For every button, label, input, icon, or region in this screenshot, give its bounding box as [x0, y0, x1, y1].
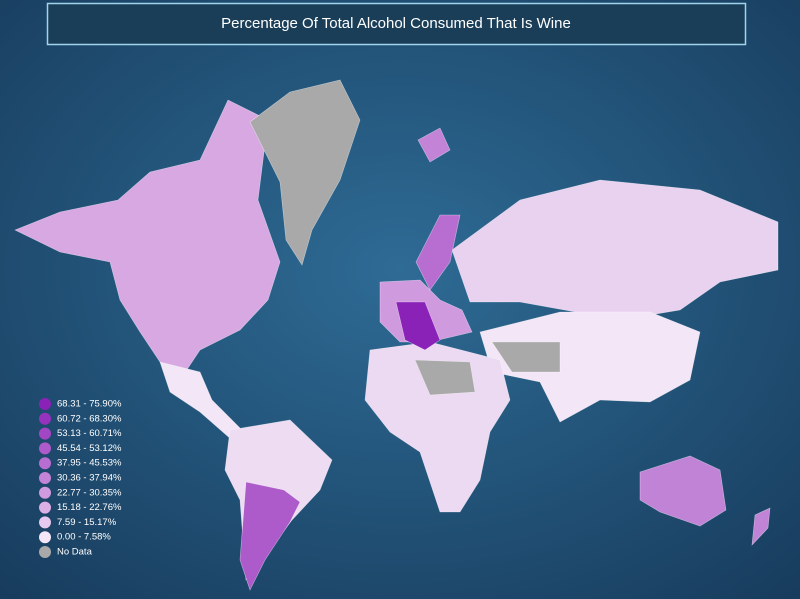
legend: 68.31 - 75.90% 60.72 - 68.30% 53.13 - 60.7…: [39, 398, 122, 558]
countries: [14, 79, 779, 591]
greenland: [249, 79, 361, 266]
legend-swatch: [39, 486, 51, 499]
legend-label: 60.72 - 68.30%: [57, 413, 122, 424]
sahara: [414, 359, 476, 396]
legend-label: 45.54 - 53.12%: [57, 443, 122, 454]
legend-label: 7.59 - 15.17%: [57, 517, 117, 528]
france-italy: [395, 301, 441, 351]
legend-label: No Data: [57, 547, 93, 558]
middle-east: [491, 341, 561, 373]
legend-label: 22.77 - 30.35%: [57, 487, 122, 498]
legend-swatch: [39, 457, 51, 470]
legend-label: 37.95 - 45.53%: [57, 458, 122, 469]
new-zealand: [751, 507, 771, 546]
legend-swatch: [39, 442, 51, 455]
legend-swatch: [39, 398, 51, 410]
argentina-chile: [239, 481, 301, 591]
legend-swatch: [39, 412, 51, 425]
legend-label: 53.13 - 60.71%: [57, 428, 122, 439]
legend-swatch: [39, 546, 51, 558]
title-box: [46, 2, 747, 46]
legend-swatch: [39, 472, 51, 484]
legend-swatch: [39, 516, 51, 529]
map-title: Percentage Of Total Alcohol Consumed Tha…: [221, 15, 571, 32]
legend-label: 68.31 - 75.90%: [57, 399, 122, 410]
iceland: [417, 127, 451, 163]
legend-label: 15.18 - 22.76%: [57, 502, 122, 513]
legend-label: 30.36 - 37.94%: [57, 473, 122, 484]
legend-swatch: [39, 531, 51, 544]
legend-swatch: [39, 427, 51, 440]
asia: [479, 311, 701, 423]
australia: [639, 455, 727, 527]
scandinavia: [415, 214, 461, 291]
russia: [451, 179, 779, 321]
legend-swatch: [39, 501, 51, 514]
north-america: [14, 99, 281, 381]
legend-label: 0.00 - 7.58%: [57, 532, 111, 543]
